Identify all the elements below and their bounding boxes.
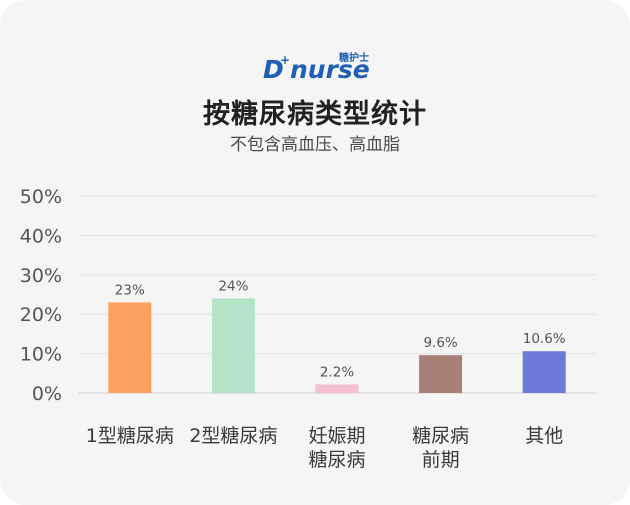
y-tick-label: 0% (32, 383, 62, 405)
bar (108, 302, 152, 393)
x-category-label: 糖尿病 (308, 449, 365, 471)
bar (522, 351, 566, 393)
bar-value-label: 10.6% (523, 331, 566, 347)
logo-tagline: 糖护士 (339, 51, 369, 64)
chart-title: 按糖尿病类型统计 (203, 99, 427, 130)
logo-wordmark: D (263, 55, 284, 84)
bar (315, 384, 359, 393)
x-category-label: 妊娠期 (308, 425, 365, 447)
logo-wordmark-rest: nurse (290, 55, 370, 84)
bar-value-label: 2.2% (320, 364, 354, 380)
x-category-label: 1型糖尿病 (86, 425, 174, 447)
bar (419, 355, 463, 393)
y-tick-label: 20% (20, 304, 62, 326)
y-tick-label: 40% (20, 225, 62, 247)
y-tick-label: 50% (20, 186, 62, 208)
y-tick-label: 10% (20, 344, 62, 366)
dnurse-logo: D + nurse 糖护士 (263, 51, 370, 84)
bar-value-label: 23% (115, 282, 145, 298)
logo-plus-mark: + (280, 53, 290, 67)
x-category-label: 其他 (525, 425, 563, 447)
chart-subtitle: 不包含高血压、高血脂 (230, 135, 400, 155)
bar (211, 298, 255, 393)
x-category-label: 2型糖尿病 (189, 425, 277, 447)
x-category-label: 糖尿病 (412, 425, 469, 447)
bar-value-label: 24% (218, 278, 248, 294)
y-tick-label: 30% (20, 265, 62, 287)
x-category-label: 前期 (422, 449, 460, 471)
bar-value-label: 9.6% (423, 335, 457, 351)
